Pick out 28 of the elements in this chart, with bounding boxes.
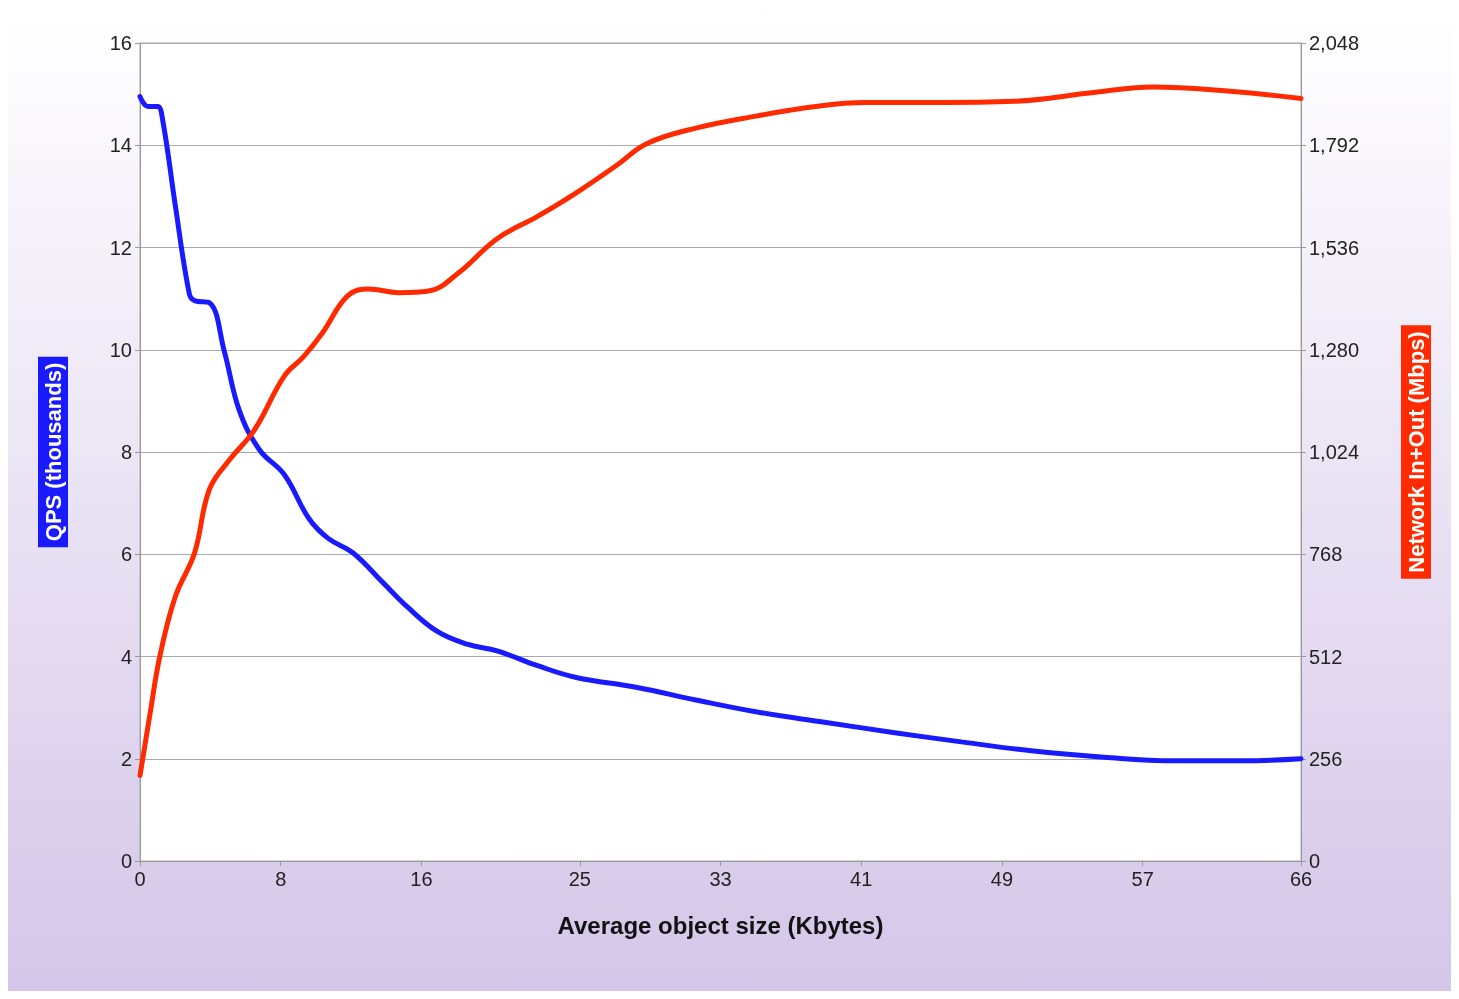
y-tick-label: 4 [120, 645, 132, 668]
y-tick-label: 6 [120, 543, 132, 566]
y-tick-label: 0 [120, 850, 132, 872]
y2-tick-label: 1,280 [1309, 338, 1360, 361]
y-tick-label: 16 [109, 32, 132, 54]
y-axis-title: QPS (thousands) [40, 362, 66, 542]
y2-tick-label: 256 [1309, 747, 1343, 770]
y2-axis-title: Network In+Out (Mbps) [1403, 331, 1429, 573]
y-tick-label: 12 [109, 236, 132, 259]
y2-tick-label: 2,048 [1309, 32, 1360, 54]
x-tick-label: 16 [410, 868, 433, 890]
x-tick-label: 0 [134, 868, 146, 890]
y2-tick-label: 1,024 [1309, 441, 1360, 463]
y2-tick-label: 1,536 [1309, 236, 1360, 259]
x-tick-label: 8 [275, 868, 287, 890]
y-tick-label: 8 [120, 441, 132, 463]
y2-tick-label: 768 [1309, 543, 1343, 566]
y-tick-label: 10 [109, 338, 132, 361]
x-tick-label: 25 [568, 868, 591, 890]
y-tick-label: 2 [120, 747, 132, 770]
x-tick-label: 49 [990, 868, 1014, 890]
x-axis-title: Average object size (Kbytes) [557, 911, 884, 939]
y2-tick-label: 1,792 [1309, 134, 1360, 157]
x-tick-label: 57 [1131, 868, 1154, 890]
y-tick-label: 14 [109, 134, 132, 157]
x-tick-label: 41 [850, 868, 873, 890]
x-tick-label: 33 [709, 868, 732, 890]
y2-tick-label: 512 [1309, 645, 1343, 668]
